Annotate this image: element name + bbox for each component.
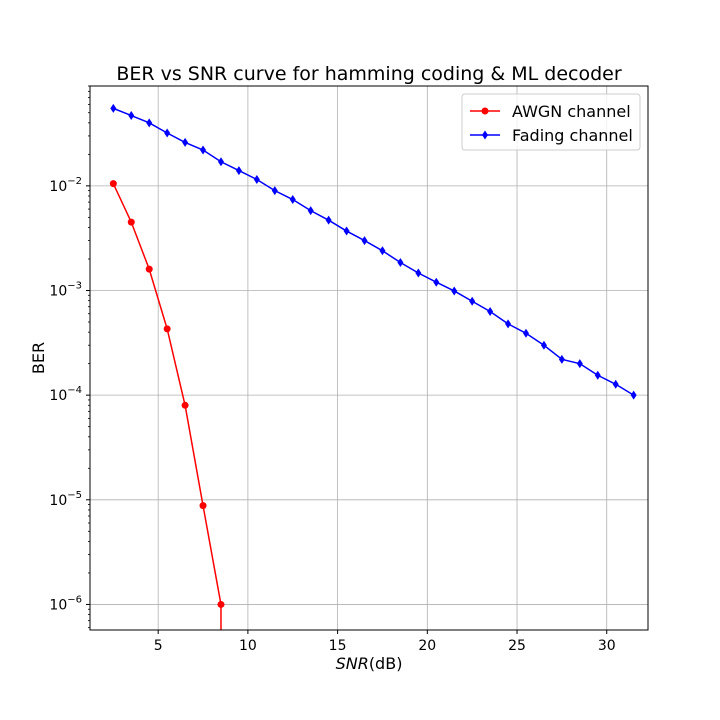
legend-marker [482,130,488,140]
y-axis-label: BER [29,342,48,374]
data-point [164,128,171,138]
x-axis-label-unit: (dB) [369,654,403,673]
x-tick-label: 15 [329,638,347,654]
x-tick-label: 10 [239,638,257,654]
data-point [181,401,189,409]
legend-entry-2: Fading channel [470,126,633,145]
data-point [271,186,278,196]
data-point [110,103,117,113]
data-point [505,319,512,329]
data-point [469,296,476,306]
data-point [145,265,153,273]
data-point [146,118,153,128]
data-point [163,325,171,333]
data-point [217,600,225,608]
y-tick-label: 10−3 [49,281,82,300]
legend-label: Fading channel [512,126,633,145]
data-point [415,268,422,278]
y-tick-label: 10−6 [49,594,82,613]
x-tick-label: 5 [154,638,163,654]
data-point [217,157,224,167]
x-tick-label: 30 [598,638,616,654]
data-point [451,286,458,296]
data-point [200,145,207,155]
legend-marker [481,107,489,115]
data-point [343,226,350,236]
x-axis-label: SNR(dB) [336,654,403,673]
x-axis-label-main: SNR [336,654,369,673]
data-point [487,307,494,317]
data-point [253,175,260,185]
series-1 [109,180,225,630]
data-point [361,236,368,246]
data-point [594,370,601,380]
data-point [199,502,207,510]
x-axis: 5 10 15 20 25 30 [154,630,616,654]
legend-box [461,93,641,151]
legend-label: AWGN channel [512,102,631,121]
legend: AWGN channel Fading channel [461,93,641,151]
data-point [433,277,440,287]
y-axis: 10−6 10−5 10−4 10−3 10−2 [49,85,90,629]
data-point [558,354,565,364]
data-point [127,218,135,226]
y-tick-label: 10−5 [49,490,82,509]
data-point [289,195,296,205]
legend-entry-1: AWGN channel [470,102,631,121]
data-point [307,206,314,216]
series-2 [110,103,637,400]
series-layer [109,103,637,630]
plot-frame [89,85,649,631]
data-point [325,215,332,225]
x-tick-label: 25 [508,638,526,654]
series-line [113,107,635,396]
series-line [112,183,222,630]
data-point [576,359,583,369]
data-point [630,390,637,400]
data-point [109,180,117,188]
data-point [522,328,529,338]
data-point [612,379,619,389]
data-point [235,166,242,176]
data-point [379,246,386,256]
y-tick-label: 10−4 [49,385,82,404]
data-point [128,111,135,121]
data-point [397,258,404,268]
chart-title: BER vs SNR curve for hamming coding & ML… [116,63,622,85]
x-tick-label: 20 [418,638,436,654]
data-point [182,137,189,147]
y-tick-label: 10−2 [49,176,82,195]
data-point [540,340,547,350]
